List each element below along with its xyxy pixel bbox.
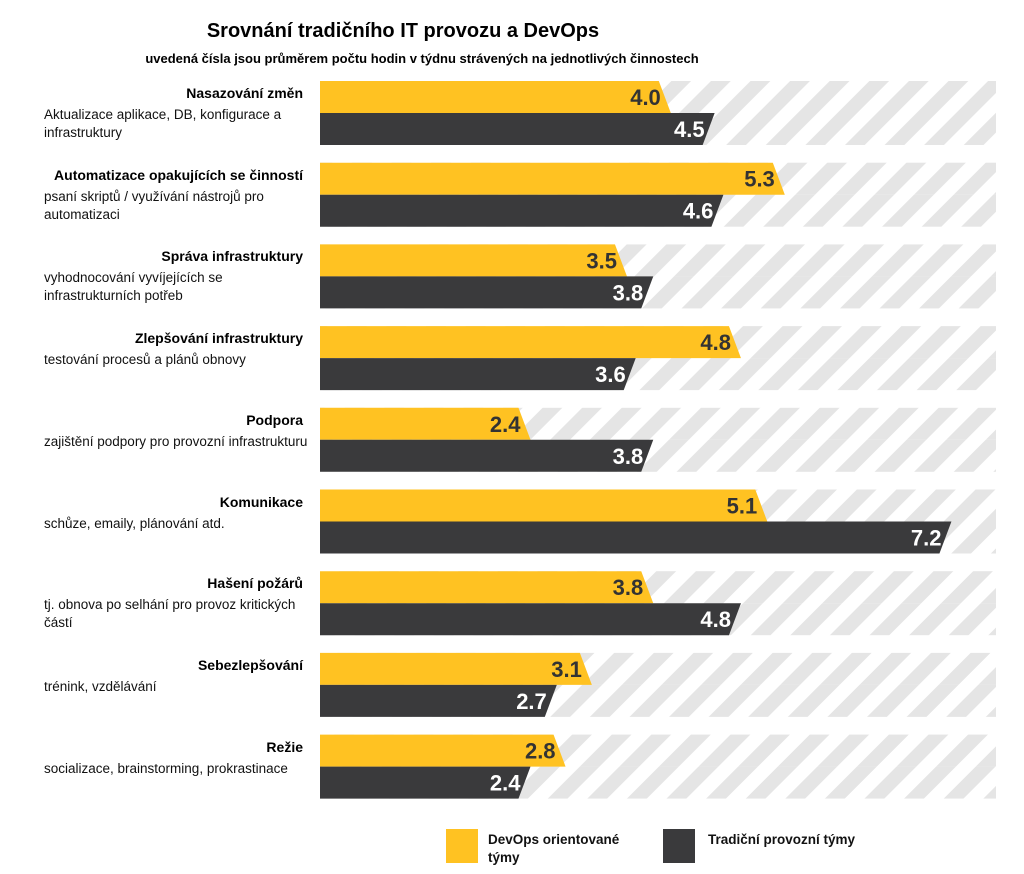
value-label-devops-3: 3.5 <box>586 248 617 273</box>
category-description-4: testování procesů a plánů obnovy <box>44 352 246 368</box>
bar-traditional-2 <box>320 194 724 227</box>
category-title-3: Správa infrastruktury <box>161 248 303 265</box>
category-description-7: tj. obnova po selhání pro provoz kritick… <box>44 597 296 631</box>
value-label-devops-5: 2.4 <box>490 412 521 437</box>
value-label-traditional-8: 2.7 <box>516 689 547 714</box>
value-label-traditional-7: 4.8 <box>700 607 731 632</box>
value-label-traditional-1: 4.5 <box>674 117 705 142</box>
bar-traditional-7 <box>320 603 741 636</box>
bar-traditional-8 <box>320 684 557 717</box>
category-description-8: trénink, vzdělávání <box>44 678 157 694</box>
value-label-traditional-3: 3.8 <box>613 280 644 305</box>
value-label-devops-8: 3.1 <box>551 657 582 682</box>
value-label-traditional-6: 7.2 <box>911 526 942 551</box>
bar-devops-9 <box>320 734 566 767</box>
bar-devops-4 <box>320 326 741 359</box>
bar-devops-8 <box>320 652 592 685</box>
bar-devops-5 <box>320 407 531 440</box>
chart-title: Srovnání tradičního IT provozu a DevOps <box>206 20 600 42</box>
category-title-7: Hašení požárů <box>207 575 303 592</box>
bar-devops-1 <box>320 81 671 113</box>
bar-traditional-6 <box>320 521 952 554</box>
value-label-devops-4: 4.8 <box>700 330 731 355</box>
value-label-traditional-2: 4.6 <box>683 199 714 224</box>
legend-swatch-devops <box>446 829 478 863</box>
value-label-devops-2: 5.3 <box>744 167 775 192</box>
bar-devops-3 <box>320 244 627 277</box>
value-label-devops-7: 3.8 <box>613 575 644 600</box>
bar-devops-7 <box>320 571 654 604</box>
category-title-2: Automatizace opakujících se činností <box>54 166 303 183</box>
category-description-1: Aktualizace aplikace, DB, konfigurace a … <box>44 107 282 140</box>
bar-traditional-5 <box>320 439 654 472</box>
bar-traditional-3 <box>320 276 654 309</box>
chart-subtitle: uvedená čísla jsou průměrem počtu hodin … <box>145 51 699 66</box>
category-title-6: Komunikace <box>219 493 303 510</box>
legend-swatch-traditional <box>663 829 695 863</box>
bar-devops-2 <box>320 162 785 195</box>
bar-devops-6 <box>320 489 768 522</box>
bar-traditional-1 <box>320 113 715 145</box>
category-description-2: psaní skriptů / využívání nástrojů pro a… <box>44 188 264 222</box>
category-description-6: schůze, emaily, plánování atd. <box>44 515 225 531</box>
category-title-1: Nasazování změn <box>186 85 303 101</box>
value-label-traditional-4: 3.6 <box>595 362 626 387</box>
value-label-traditional-5: 3.8 <box>613 444 644 469</box>
legend-label-traditional: Tradiční provozní týmy <box>708 832 856 847</box>
category-title-9: Režie <box>266 738 303 755</box>
value-label-devops-6: 5.1 <box>727 494 758 519</box>
category-title-8: Sebezlepšování <box>197 656 303 673</box>
legend-label-devops: DevOps orientované týmy <box>488 832 620 865</box>
value-label-devops-1: 4.0 <box>630 85 661 110</box>
category-description-5: zajištění podpory pro provozní infrastru… <box>44 433 308 449</box>
category-title-5: Podpora <box>246 411 303 428</box>
value-label-traditional-9: 2.4 <box>490 771 521 796</box>
category-title-4: Zlepšování infrastruktury <box>134 330 303 347</box>
bar-traditional-9 <box>320 766 531 799</box>
value-label-devops-9: 2.8 <box>525 739 556 764</box>
category-description-9: socializace, brainstorming, prokrastinac… <box>44 760 288 776</box>
category-description-3: vyhodnocování vyvíjejících se infrastruk… <box>44 270 223 304</box>
bar-traditional-4 <box>320 358 636 391</box>
